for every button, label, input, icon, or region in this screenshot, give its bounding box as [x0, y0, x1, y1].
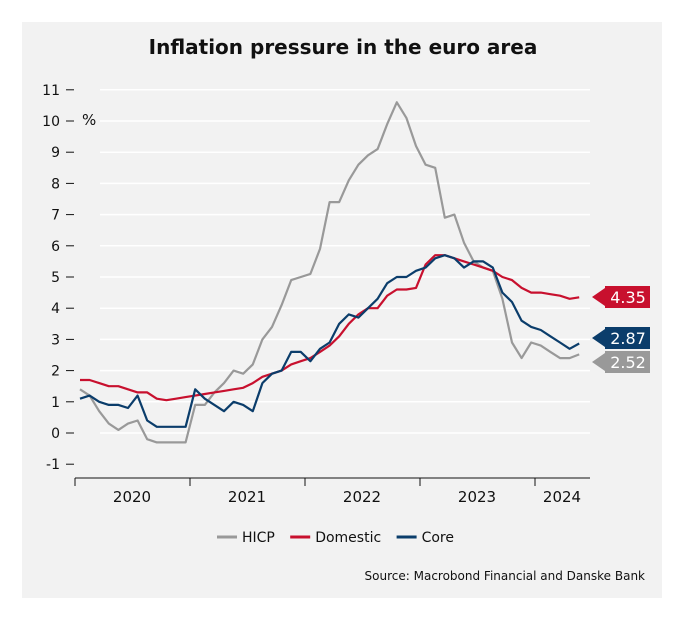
- y-tick-label: -1: [46, 457, 60, 473]
- legend-label: HICP: [242, 530, 275, 546]
- y-tick-label: 1: [51, 395, 60, 411]
- legend-label: Core: [422, 530, 454, 546]
- y-tick-label: 10: [42, 114, 60, 130]
- x-tick-label: 2020: [113, 488, 151, 506]
- y-axis-label: %: [82, 111, 96, 129]
- y-tick-label: 3: [51, 332, 60, 348]
- legend-label: Domestic: [315, 530, 381, 546]
- end-label-value: 2.87: [610, 329, 646, 348]
- series-line-core: [79, 254, 580, 428]
- y-tick-label: 7: [51, 208, 60, 224]
- y-tick-label: 9: [51, 145, 60, 161]
- chart-panel: [22, 22, 662, 598]
- y-tick-label: 5: [51, 270, 60, 286]
- y-tick-label: 0: [51, 426, 60, 442]
- end-label-value: 2.52: [610, 353, 646, 372]
- end-label-box: [592, 351, 650, 373]
- x-tick-label: 2021: [228, 488, 266, 506]
- end-label-value: 4.35: [610, 288, 646, 307]
- series-line-hicp: [79, 101, 580, 444]
- y-tick-label: 6: [51, 239, 60, 255]
- x-tick-label: 2022: [343, 488, 381, 506]
- end-label-box: [592, 286, 650, 308]
- source-text: Source: Macrobond Financial and Danske B…: [365, 569, 645, 583]
- x-tick-label: 2023: [458, 488, 496, 506]
- chart-title: Inflation pressure in the euro area: [149, 35, 538, 59]
- y-tick-label: 8: [51, 176, 60, 192]
- x-tick-label: 2024: [543, 488, 581, 506]
- y-tick-label: 11: [42, 83, 60, 99]
- end-label-box: [592, 327, 650, 349]
- y-tick-label: 2: [51, 364, 60, 380]
- y-tick-label: 4: [51, 301, 60, 317]
